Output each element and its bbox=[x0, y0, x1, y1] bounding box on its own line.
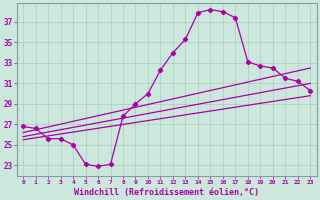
X-axis label: Windchill (Refroidissement éolien,°C): Windchill (Refroidissement éolien,°C) bbox=[74, 188, 259, 197]
